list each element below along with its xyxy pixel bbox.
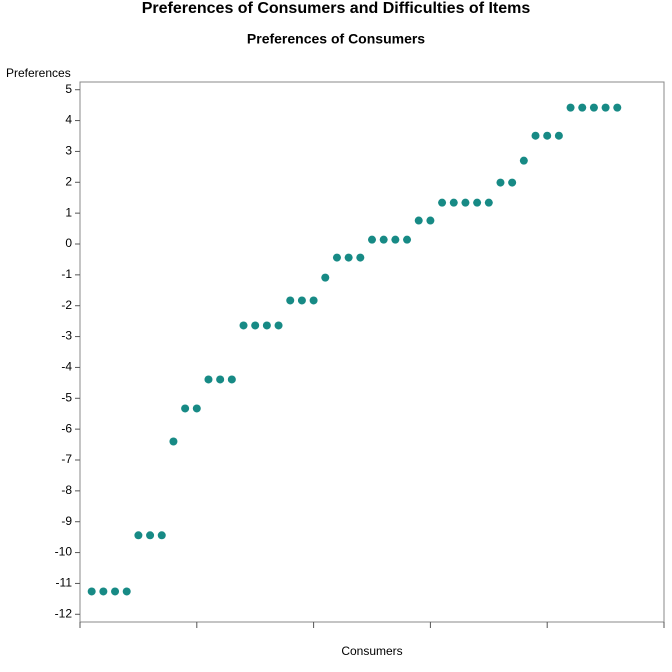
y-tick-label: 1 (65, 205, 72, 219)
x-axis-label: Consumers (341, 644, 402, 658)
point (589, 103, 598, 112)
point (613, 103, 622, 112)
y-tick-label: 2 (65, 174, 72, 188)
point (473, 198, 482, 207)
y-tick-label: -6 (61, 421, 72, 435)
point (262, 321, 271, 330)
point (601, 103, 610, 112)
point (146, 531, 155, 540)
point (204, 375, 213, 384)
point (554, 131, 563, 140)
point (426, 216, 435, 225)
point (239, 321, 248, 330)
point (379, 235, 388, 244)
y-tick-label: -5 (61, 390, 72, 404)
point (216, 375, 225, 384)
y-tick-label: -7 (61, 452, 72, 466)
point (181, 404, 190, 413)
point (251, 321, 260, 330)
y-tick-label: -3 (61, 329, 72, 343)
y-tick-label: 5 (65, 82, 72, 96)
point (122, 587, 131, 596)
point (578, 103, 587, 112)
point (344, 253, 353, 262)
point (368, 235, 376, 244)
point (332, 253, 341, 262)
point (134, 531, 143, 540)
y-tick-label: -12 (55, 606, 73, 620)
point (566, 103, 575, 112)
point (297, 296, 306, 305)
y-tick-label: -9 (61, 514, 72, 528)
point (461, 198, 470, 207)
y-tick-label: 4 (65, 113, 72, 127)
point (157, 531, 166, 540)
point (543, 131, 552, 140)
y-tick-label: -10 (55, 545, 73, 559)
point (519, 156, 528, 165)
y-tick-label: -1 (61, 267, 72, 281)
point (286, 296, 295, 305)
point (99, 587, 108, 596)
plot-frame (79, 81, 665, 623)
point (192, 404, 201, 413)
point (531, 131, 540, 140)
point (438, 198, 447, 207)
y-axis-label: Preferences (6, 66, 71, 80)
point (321, 273, 330, 282)
point (309, 296, 318, 305)
y-tick-label: 0 (65, 236, 72, 250)
y-tick-label: 3 (65, 144, 72, 158)
point (274, 321, 283, 330)
point (508, 178, 517, 187)
y-tick-label: -4 (61, 360, 72, 374)
point (484, 198, 493, 207)
point (449, 198, 458, 207)
point (414, 216, 423, 225)
point (227, 375, 236, 384)
chart-subtitle: Preferences of Consumers (247, 31, 425, 47)
point (403, 235, 412, 244)
point (169, 437, 178, 446)
chart-title: Preferences of Consumers and Difficultie… (142, 0, 531, 17)
point (496, 178, 505, 187)
point (111, 587, 120, 596)
point (87, 587, 96, 596)
point (356, 253, 365, 262)
y-tick-label: -11 (56, 576, 73, 590)
point (391, 235, 400, 244)
y-tick-label: -8 (61, 483, 72, 497)
y-tick-label: -2 (61, 298, 72, 312)
